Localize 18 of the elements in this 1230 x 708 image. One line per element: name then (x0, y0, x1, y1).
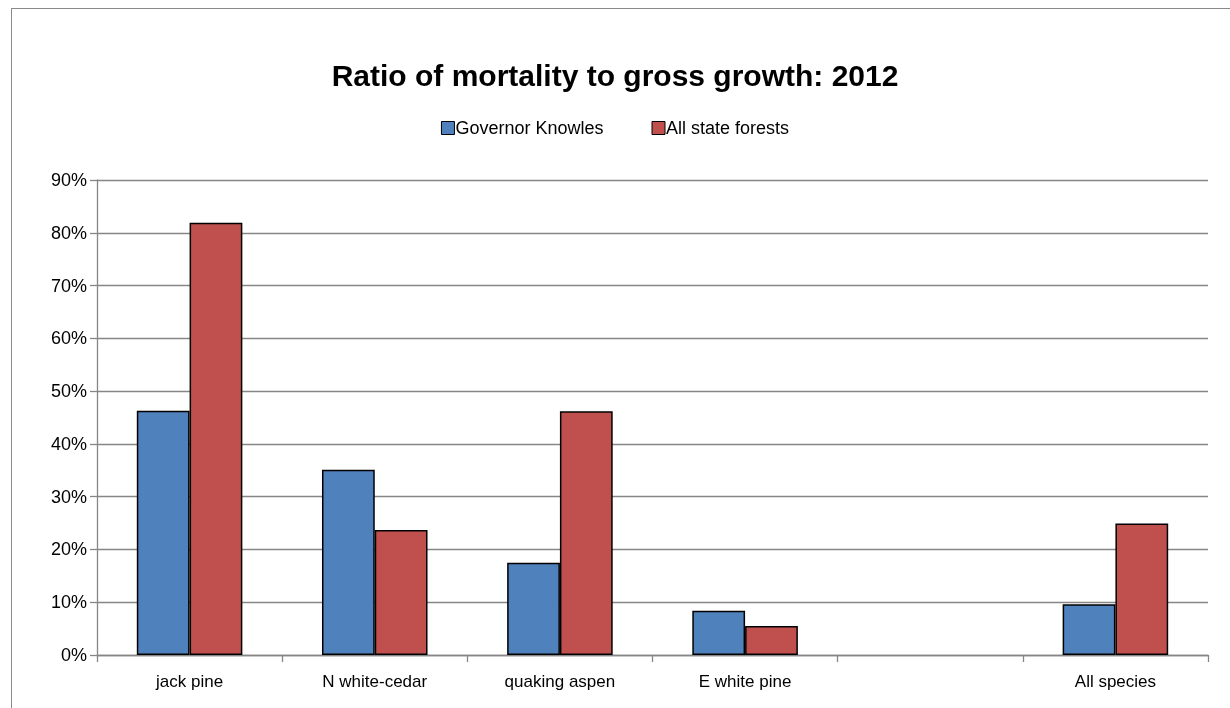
chart-title: Ratio of mortality to gross growth: 2012 (331, 58, 899, 92)
legend-label: Governor Knowles (455, 118, 604, 138)
y-tick-label: 50% (50, 381, 87, 402)
x-tick-label: All species (1074, 672, 1157, 691)
y-tick-label: 40% (50, 433, 87, 454)
legend-label: All state forests (666, 118, 790, 138)
y-tick-label: 80% (50, 222, 87, 243)
y-tick-label: 0% (60, 645, 87, 665)
y-tick-label: 20% (50, 539, 87, 560)
y-tick-label: 60% (50, 328, 87, 349)
y-tick-label: 10% (50, 592, 87, 613)
y-tick-label: 70% (50, 275, 87, 296)
y-tick-label: 30% (50, 486, 87, 507)
x-tick-label: N white-cedar (322, 672, 428, 691)
x-tick-label: quaking aspen (504, 672, 616, 691)
x-tick-label: E white pine (698, 672, 792, 691)
y-tick-label: 90% (50, 170, 87, 190)
x-tick-label: jack pine (155, 672, 224, 691)
